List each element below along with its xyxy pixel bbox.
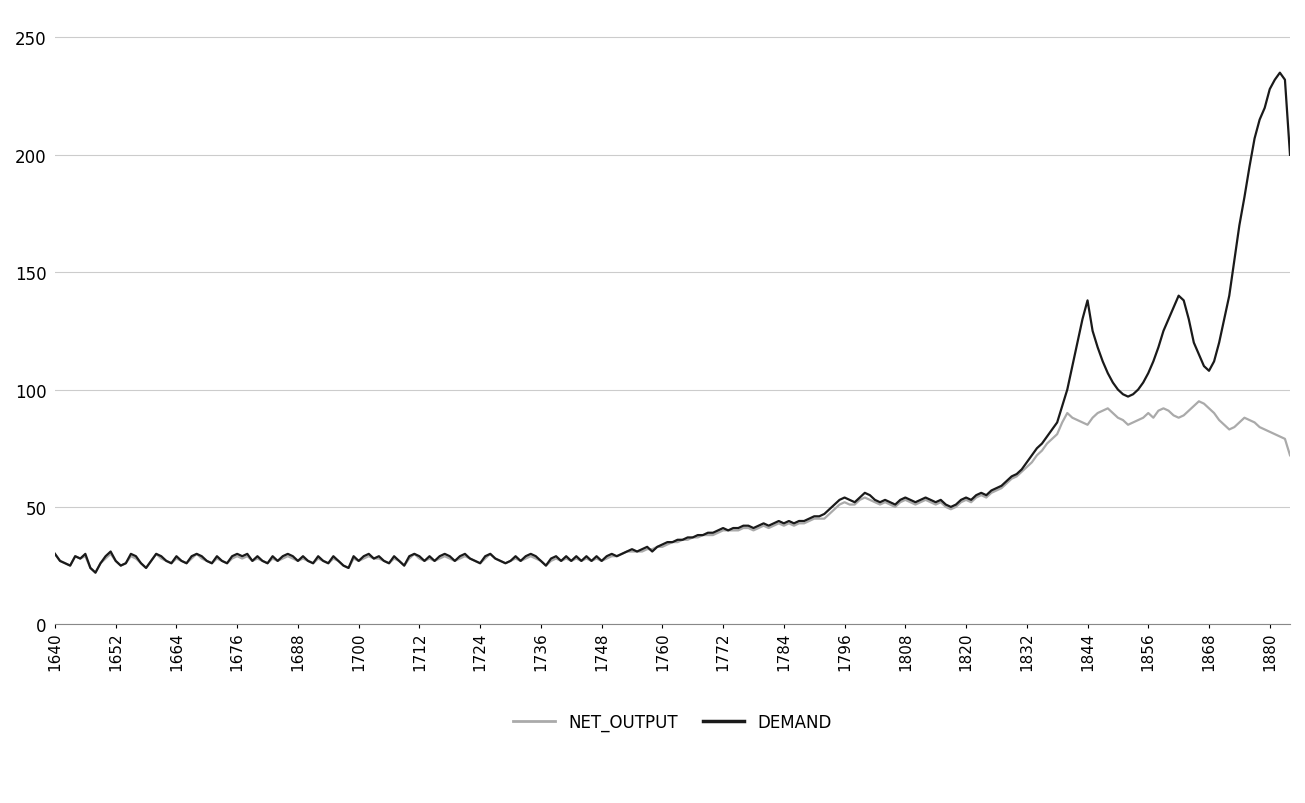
Legend: NET_OUTPUT, DEMAND: NET_OUTPUT, DEMAND: [506, 707, 839, 738]
